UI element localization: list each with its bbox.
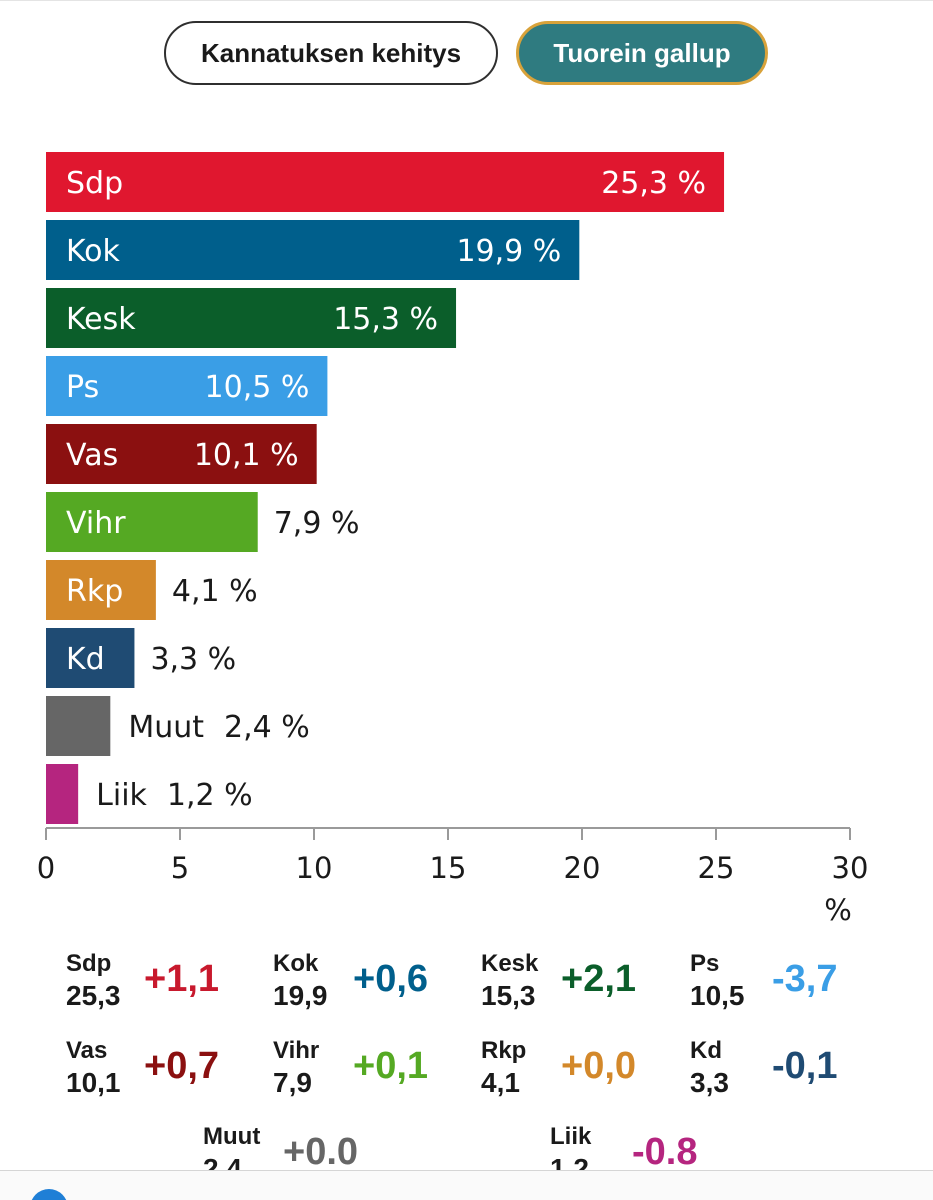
stat-change-value: +0,7 [144, 1045, 220, 1087]
bar-label-kesk: Kesk [66, 302, 136, 337]
stat-vihr: Vihr 7,9 +0,1 [273, 1037, 483, 1107]
x-tick-label-30: 30 [832, 851, 869, 885]
bar-label-vas: Vas [66, 438, 118, 473]
x-tick-label-0: 0 [37, 851, 55, 885]
stat-party-value: 25,3 [66, 980, 121, 1011]
bar-label-kd: Kd [66, 642, 105, 677]
bar-label-vihr: Vihr [66, 506, 126, 541]
x-axis-unit: % [824, 893, 852, 927]
stat-rkp: Rkp 4,1 +0,0 [481, 1037, 691, 1107]
stat-kok: Kok 19,9 +0,6 [273, 950, 483, 1020]
x-tick-label-10: 10 [296, 851, 333, 885]
value-label-liik: 1,2 % [167, 778, 253, 813]
stat-party-name: Liik [550, 1123, 592, 1150]
value-label-vihr: 7,9 % [274, 506, 360, 541]
bottom-bar [0, 1171, 933, 1200]
bar-kok [46, 220, 580, 280]
bar-kd [46, 628, 135, 688]
stat-change-value: -3,7 [772, 958, 838, 1000]
stat-party-value: 10,1 [66, 1067, 121, 1098]
top-divider [0, 0, 933, 7]
stat-ps: Ps 10,5 -3,7 [690, 950, 900, 1020]
stat-party-name: Kesk [481, 950, 539, 977]
stat-party-name: Vas [66, 1037, 108, 1064]
stat-change-value: -0.8 [632, 1131, 698, 1172]
stat-kd: Kd 3,3 -0,1 [690, 1037, 900, 1107]
stat-party-name: Kok [273, 950, 319, 977]
stat-change-value: +0,1 [353, 1045, 429, 1087]
stat-party-name: Ps [690, 950, 720, 977]
bar-kesk [46, 288, 457, 348]
x-tick-label-25: 25 [698, 851, 735, 885]
stat-party-name: Sdp [66, 950, 112, 977]
stat-party-name: Rkp [481, 1037, 527, 1064]
stat-change-value: +2,1 [561, 958, 637, 1000]
stat-liik: Liik 1,2 -0.8 [550, 1123, 760, 1172]
stat-party-value: 4,1 [481, 1067, 520, 1098]
stat-party-name: Kd [690, 1037, 722, 1064]
value-label-rkp: 4,1 % [172, 574, 258, 609]
app-badge-icon [30, 1189, 68, 1200]
tab-latest-poll[interactable]: Tuorein gallup [516, 21, 768, 85]
stat-party-value: 1,2 [550, 1153, 589, 1172]
stat-party-value: 10,5 [690, 980, 745, 1011]
bar-vihr [46, 492, 258, 552]
stat-muut: Muut 2,4 +0.0 [203, 1123, 413, 1172]
value-label-sdp: 25,3 % [601, 166, 706, 201]
value-label-vas: 10,1 % [194, 438, 299, 473]
value-label-muut: 2,4 % [224, 710, 310, 745]
bar-vas [46, 424, 317, 484]
stat-change-value: +0.0 [283, 1131, 359, 1172]
value-label-kok: 19,9 % [456, 234, 561, 269]
bar-sdp [46, 152, 725, 212]
bar-label-sdp: Sdp [66, 166, 123, 201]
stat-vas: Vas 10,1 +0,7 [66, 1037, 276, 1107]
value-label-kd: 3,3 % [150, 642, 236, 677]
stat-party-value: 15,3 [481, 980, 536, 1011]
bar-label-ps: Ps [66, 370, 99, 405]
stat-change-value: +1,1 [144, 958, 220, 1000]
x-tick-label-5: 5 [171, 851, 189, 885]
value-label-ps: 10,5 % [205, 370, 310, 405]
stat-sdp: Sdp 25,3 +1,1 [66, 950, 276, 1020]
stat-party-name: Muut [203, 1123, 261, 1150]
stat-change-value: +0,6 [353, 958, 429, 1000]
stat-party-value: 2,4 [203, 1153, 242, 1172]
bar-label-liik: Liik [96, 778, 147, 813]
party-support-bar-chart: Sdp 25,3 % Kok 19,9 % Kesk 15,3 % Ps 10,5 % Vas 1… [37, 152, 869, 927]
stat-party-value: 3,3 [690, 1067, 729, 1098]
stat-party-name: Vihr [273, 1037, 320, 1064]
x-tick-label-20: 20 [564, 851, 601, 885]
change-summary: Sdp 25,3 +1,1 Kok 19,9 +0,6 Kesk 15,3 +2,1 Ps 10,5… [0, 950, 933, 1172]
x-tick-label-15: 15 [430, 851, 467, 885]
bar-ps [46, 356, 328, 416]
bottom-divider [0, 1170, 933, 1171]
tab-support-trend[interactable]: Kannatuksen kehitys [164, 21, 498, 85]
bar-label-muut: Muut [128, 710, 204, 745]
stat-kesk: Kesk 15,3 +2,1 [481, 950, 691, 1020]
bar-label-rkp: Rkp [66, 574, 123, 609]
bar-rkp [46, 560, 156, 620]
value-label-kesk: 15,3 % [333, 302, 438, 337]
stat-party-value: 19,9 [273, 980, 328, 1011]
stat-party-value: 7,9 [273, 1067, 312, 1098]
stat-change-value: +0,0 [561, 1045, 637, 1087]
bar-liik [46, 764, 79, 824]
bar-muut [46, 696, 111, 756]
stat-change-value: -0,1 [772, 1045, 838, 1087]
bar-label-kok: Kok [66, 234, 121, 269]
